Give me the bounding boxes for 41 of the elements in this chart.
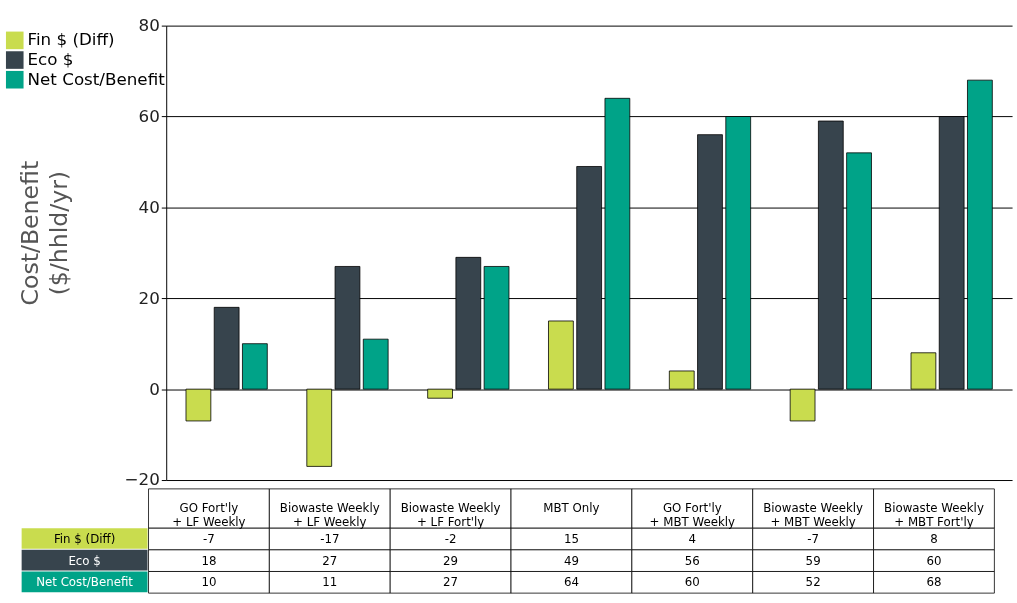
data-label: 8 [930,531,938,546]
data-label: 59 [805,553,821,568]
data-label: -7 [203,531,215,546]
x-tick-label: Biowaste Weekly + LF Weekly [279,501,380,530]
legend-label: Eco $ [27,48,74,69]
data-label: 10 [201,575,217,590]
x-tick-label: Biowaste Weekly + LF Fort'ly [400,501,501,530]
text: Eco $ [68,553,101,568]
y-tick-label: 80 [138,15,160,36]
text: Net Cost/Benefit [36,575,133,590]
data-label: 18 [201,553,217,568]
data-label: 52 [805,575,821,590]
data-label: -7 [807,531,820,546]
data-label: 64 [563,575,579,590]
data-label: 49 [563,553,579,568]
x-tick-label: GO Fort'ly + LF Weekly [172,501,246,530]
y-axis-title: Cost/Benefit ($/hhld/yr) [15,160,74,306]
x-tick-label: GO Fort'ly + MBT Weekly [649,501,736,530]
x-tick-label: MBT Only [543,501,600,516]
data-label: 60 [684,575,700,590]
x-tick-label: Biowaste Weekly + MBT Fort'ly [884,501,984,530]
x-tick-label: Biowaste Weekly + MBT Weekly [763,501,864,530]
data-label: 4 [688,531,697,546]
data-label: 15 [563,531,579,546]
data-label: 56 [684,553,700,568]
y-tick-label: 20 [138,287,160,308]
legend-label: Fin $ (Diff) [27,29,115,50]
y-tick-label: 60 [138,105,160,126]
data-label: -2 [444,531,457,546]
data-label: -17 [320,531,340,546]
data-label: 60 [926,553,942,568]
data-label: 27 [443,575,459,590]
data-label: 29 [443,553,459,568]
legend-label: Net Cost/Benefit [27,68,166,89]
data-label: 68 [926,575,942,590]
y-tick-label: 0 [149,378,160,399]
data-label: 27 [322,553,338,568]
y-tick-label: −20 [124,469,160,490]
text: Fin $ (Diff) [53,531,116,546]
y-tick-label: 40 [138,196,160,217]
data-label: 11 [322,575,338,590]
